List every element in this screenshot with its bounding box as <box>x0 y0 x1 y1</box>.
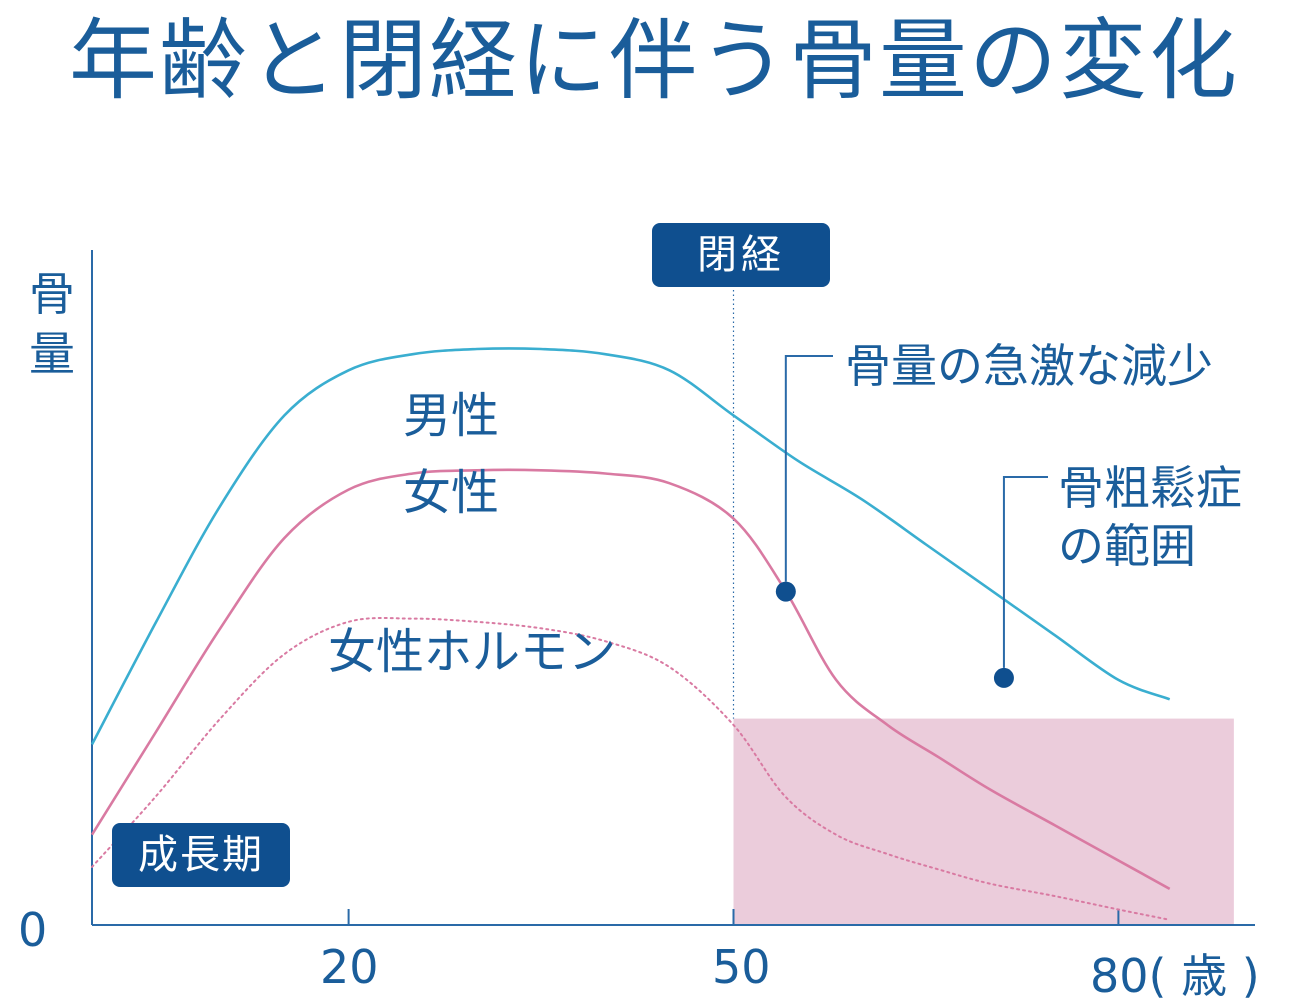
x-tick-label-50: 50 <box>712 940 771 994</box>
series-label-female: 女性 <box>403 465 500 521</box>
annotation-leader-rapid-loss <box>784 355 833 582</box>
series-line-female-hormone <box>91 616 1171 921</box>
annotation-leader-osteoporosis <box>1002 476 1048 668</box>
series-line-male <box>90 347 1171 746</box>
y-origin-label: 0 <box>18 903 48 957</box>
x-tick-label-20: 20 <box>320 940 379 994</box>
y-axis-label-char-1: 骨 <box>29 267 75 321</box>
series-label-male: 男性 <box>403 388 500 444</box>
menopause-badge: 閉経 <box>652 223 830 287</box>
growth-period-badge: 成長期 <box>112 823 290 887</box>
y-axis-label-char-2: 量 <box>29 327 75 381</box>
osteoporosis-range-area <box>733 718 1234 925</box>
annotation-dot-osteoporosis <box>993 667 1014 688</box>
annotation-osteoporosis-line-2: の範囲 <box>1058 519 1196 573</box>
chart-title: 年齢と閉経に伴う骨量の変化 <box>68 9 1239 112</box>
annotation-rapid-loss: 骨量の急激な減少 <box>845 339 1213 393</box>
x-tick-label-80: 80( 歳 ) <box>1090 949 1260 1003</box>
annotation-osteoporosis-line-1: 骨粗鬆症 <box>1058 461 1242 515</box>
series-line-female <box>90 468 1171 891</box>
series-label-female-hormone: 女性ホルモン <box>328 624 617 680</box>
annotation-dot-rapid-loss <box>775 581 796 602</box>
